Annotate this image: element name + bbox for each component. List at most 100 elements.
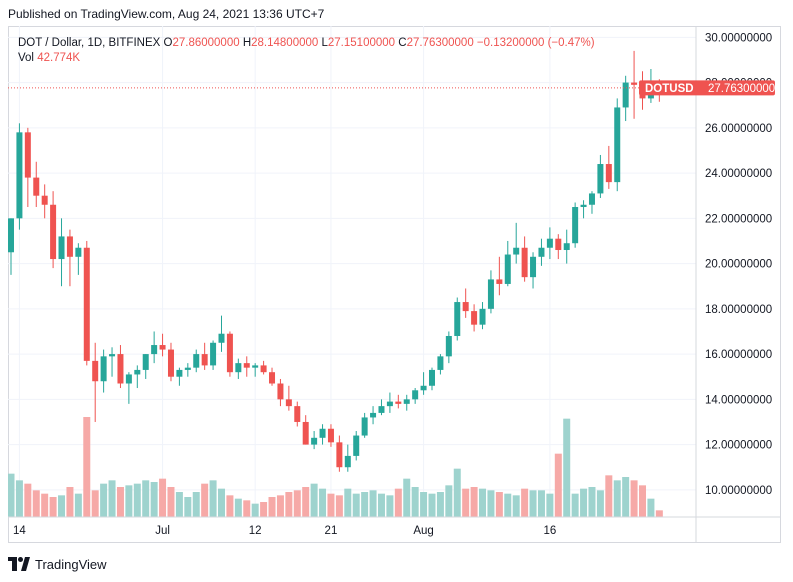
- volume-bar: [243, 500, 251, 517]
- volume-bar: [605, 475, 613, 517]
- candle-body: [622, 82, 629, 108]
- volume-bar: [596, 490, 604, 517]
- candle-body: [487, 279, 494, 309]
- volume-bar: [293, 490, 301, 517]
- candle-body: [319, 428, 326, 438]
- volume-bar: [512, 495, 520, 517]
- time-scale[interactable]: 14 Jul 12 21 Aug 16: [13, 525, 556, 537]
- volume-bar: [630, 480, 638, 517]
- volume-bar: [613, 480, 621, 517]
- candle-body: [504, 254, 511, 284]
- volume-bar: [150, 482, 158, 517]
- candle-body: [117, 354, 124, 384]
- candle-body: [336, 442, 343, 468]
- price-badge-symbol: DOTUSD: [645, 83, 694, 95]
- legend-volume-row: Vol 42.774K: [18, 51, 595, 66]
- candle-body: [66, 236, 73, 257]
- candle-body: [75, 247, 82, 257]
- price-tick-label: 20.00000000: [705, 259, 772, 271]
- volume-bar: [546, 493, 554, 517]
- footer-brand[interactable]: TradingView: [8, 554, 107, 574]
- grid-lines: [8, 26, 696, 517]
- volume-bar: [394, 488, 402, 517]
- candle-body: [370, 412, 377, 418]
- volume-bar: [361, 492, 369, 517]
- volume-bar: [487, 490, 495, 517]
- legend-close-label: C: [398, 37, 407, 49]
- candle-body: [563, 243, 570, 251]
- legend-open-value: 27.86000000: [172, 37, 240, 49]
- candle-body: [454, 302, 461, 336]
- time-tick-label: 14: [13, 525, 26, 537]
- volume-bar: [285, 492, 293, 517]
- volume-bar: [411, 487, 419, 517]
- candle-body: [462, 302, 469, 312]
- candle-body: [412, 390, 419, 400]
- price-badge-value: 27.76300000: [708, 83, 775, 95]
- volume-bars: [8, 417, 663, 517]
- candle-body: [210, 342, 217, 366]
- candle-body: [588, 193, 595, 205]
- volume-bar: [100, 483, 108, 517]
- candle-body: [580, 204, 587, 208]
- time-tick-label: 21: [325, 525, 338, 537]
- volume-bar: [639, 485, 646, 517]
- candle-body: [92, 360, 99, 382]
- candle-body: [555, 238, 562, 251]
- legend-volume-label: Vol: [18, 52, 34, 64]
- candle-body: [201, 354, 208, 366]
- volume-bar: [571, 493, 579, 517]
- price-tick-label: 26.00000000: [705, 123, 772, 135]
- candle-body: [302, 421, 309, 445]
- price-badge-bg: [639, 80, 775, 96]
- candle-body: [24, 132, 31, 178]
- price-scale[interactable]: 10.00000000 12.00000000 14.00000000 16.0000…: [705, 32, 772, 497]
- volume-bar: [209, 480, 217, 517]
- volume-bar: [83, 417, 91, 517]
- volume-bar: [563, 418, 571, 517]
- volume-bar: [580, 488, 588, 517]
- candles: [8, 50, 663, 472]
- candle-body: [546, 238, 553, 248]
- volume-bar: [403, 478, 411, 517]
- candle-body: [8, 218, 14, 253]
- candle-body: [471, 311, 478, 325]
- volume-bar: [226, 495, 234, 517]
- candle-body: [597, 164, 604, 194]
- candle-body: [386, 401, 393, 407]
- published-caption: Published on TradingView.com, Aug 24, 20…: [8, 7, 325, 21]
- time-tick-label: 16: [543, 525, 556, 537]
- volume-bar: [470, 487, 478, 517]
- candle-body: [294, 406, 301, 422]
- volume-bar: [218, 488, 225, 517]
- candle-body: [159, 345, 166, 350]
- candle-body: [395, 401, 402, 404]
- price-tick-label: 30.00000000: [705, 32, 772, 44]
- candle-body: [176, 369, 183, 377]
- candle-body: [521, 247, 528, 278]
- volume-bar: [344, 488, 352, 517]
- legend-volume-value: 42.774K: [37, 52, 81, 64]
- volume-bar: [234, 498, 242, 517]
- price-chart[interactable]: 10.00000000 12.00000000 14.00000000 16.0000…: [8, 26, 781, 543]
- candle-body: [184, 367, 191, 370]
- candle-body: [614, 107, 621, 183]
- legend-low-label: L: [321, 37, 328, 49]
- price-tick-label: 12.00000000: [705, 440, 772, 452]
- volume-bar: [24, 483, 32, 517]
- volume-bar: [428, 493, 436, 517]
- candle-body: [33, 177, 40, 196]
- legend-high-label: H: [242, 37, 252, 49]
- legend-symbol[interactable]: DOT / Dollar, 1D, BITFINEX: [18, 37, 161, 49]
- candle-body: [243, 363, 250, 368]
- candle-body: [496, 279, 503, 284]
- candle-body: [572, 207, 579, 244]
- candle-body: [361, 417, 368, 436]
- candle-body: [151, 345, 158, 355]
- price-tick-label: 18.00000000: [705, 304, 772, 316]
- volume-bar: [251, 503, 259, 517]
- volume-bar: [66, 487, 74, 517]
- volume-bar: [133, 483, 141, 517]
- volume-bar: [655, 510, 663, 517]
- candle-body: [235, 363, 242, 373]
